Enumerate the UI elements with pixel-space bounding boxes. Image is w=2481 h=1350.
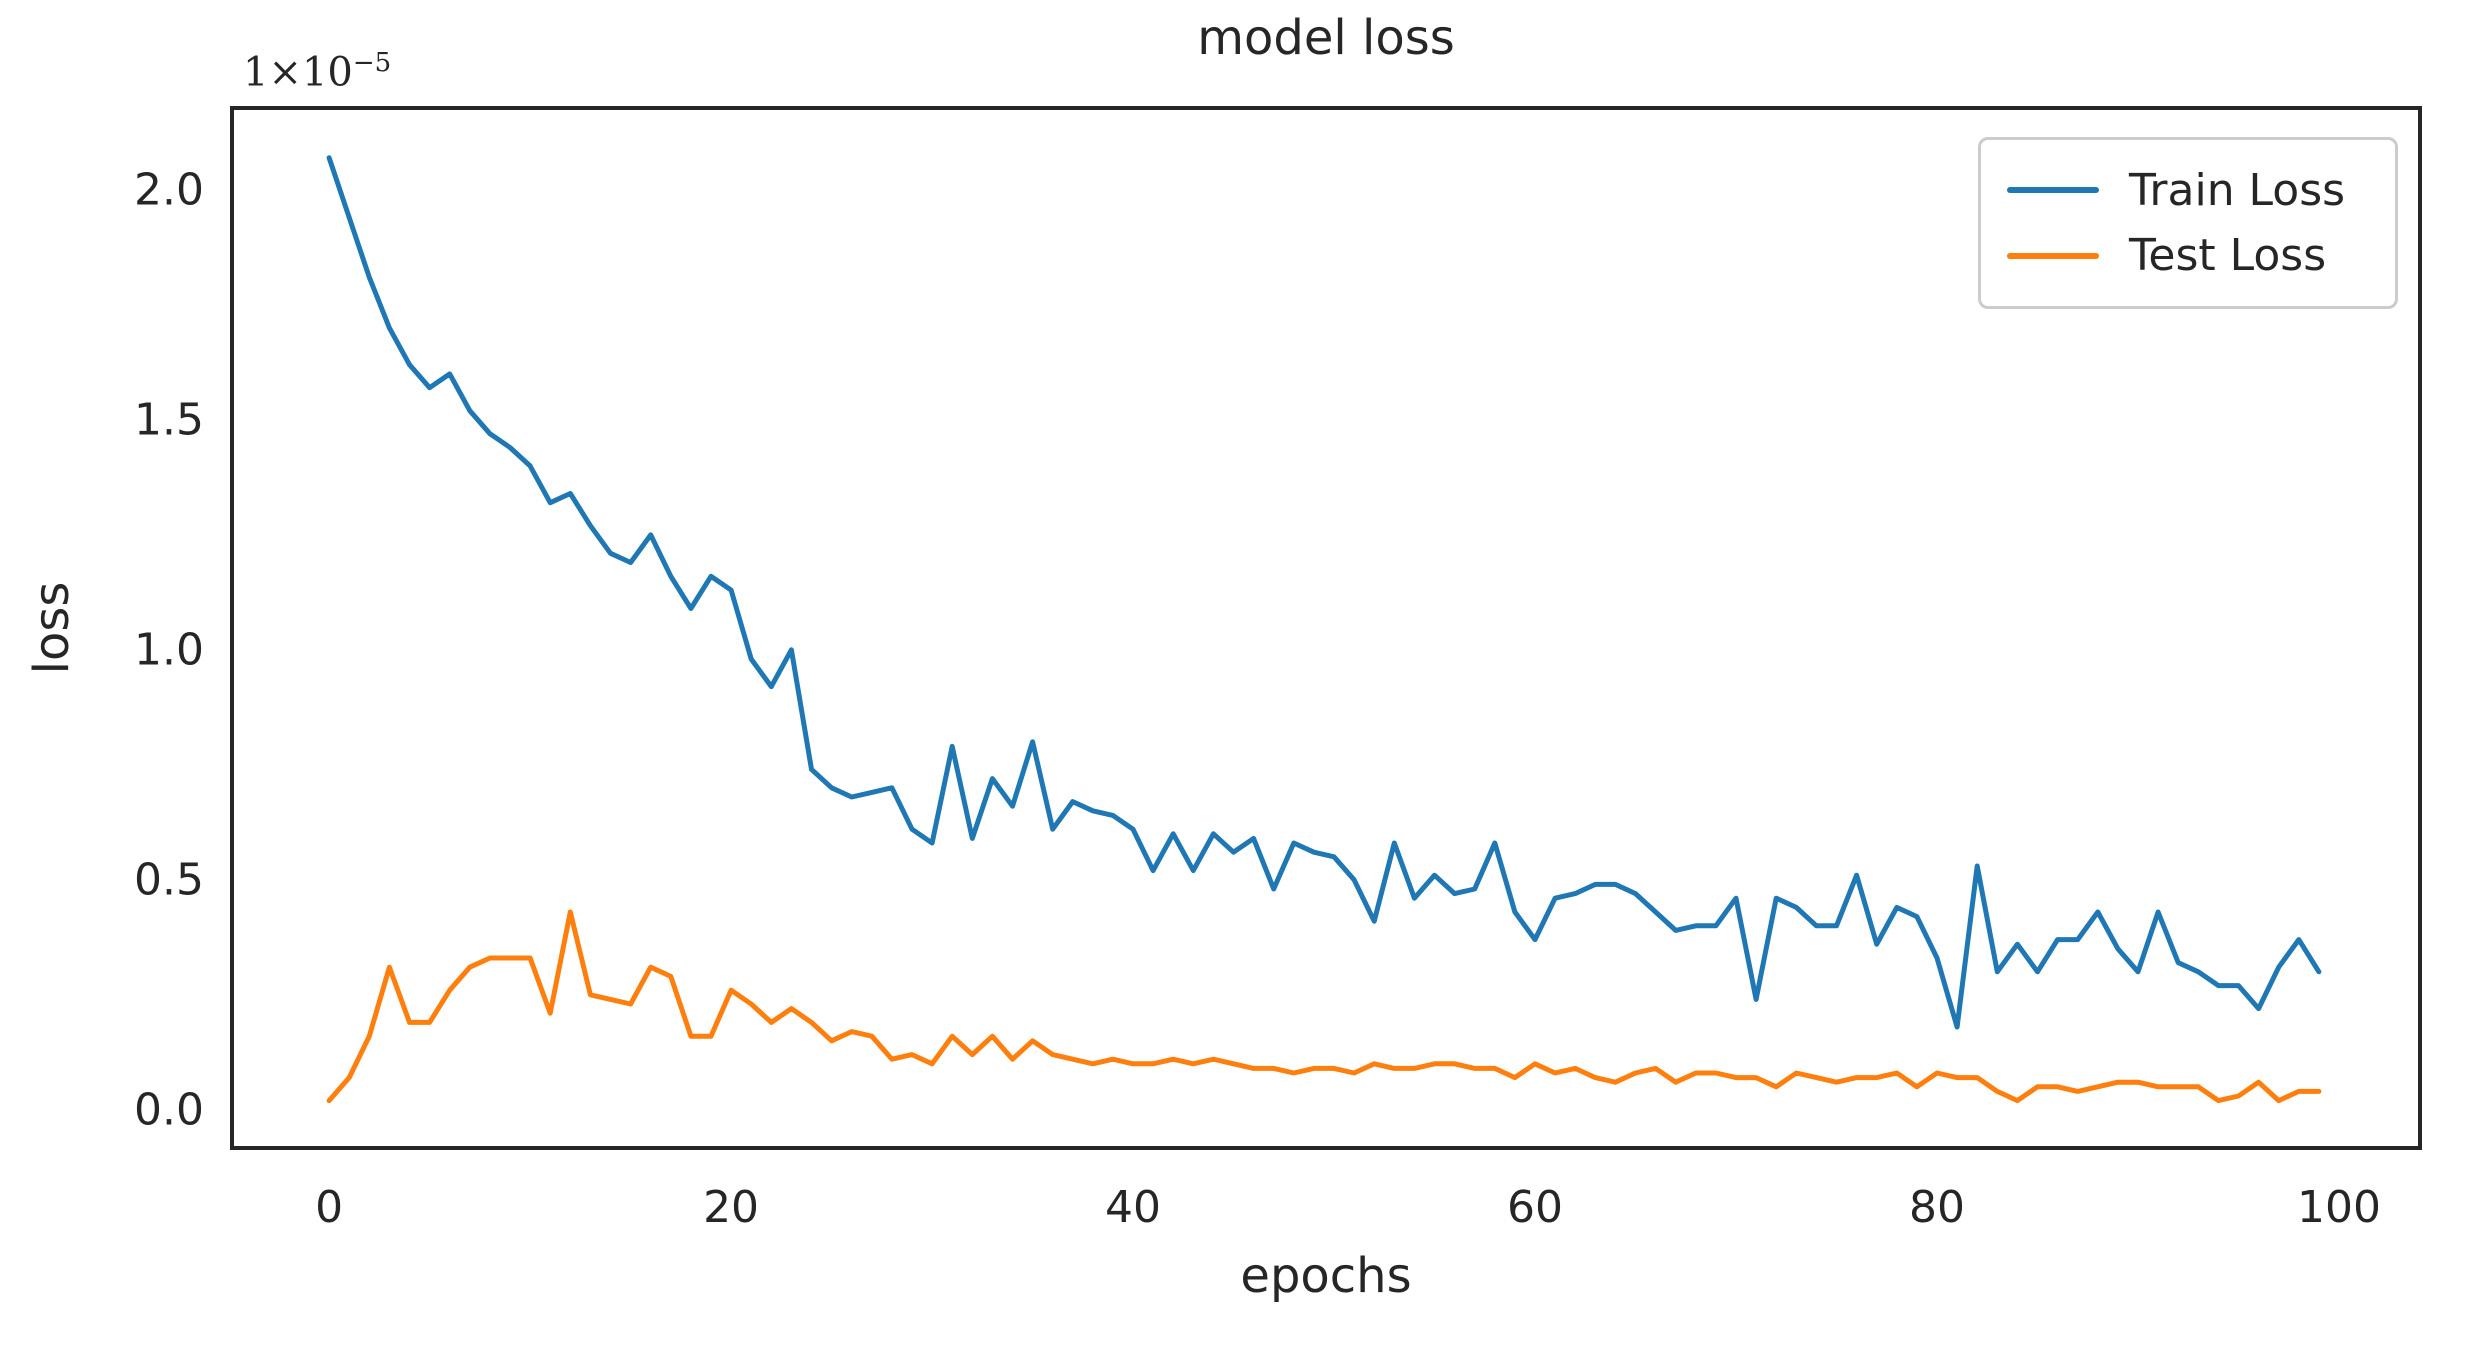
legend-label-train: Train Loss <box>2129 164 2346 216</box>
x-tick-label: 20 <box>703 1182 760 1233</box>
x-tick-label: 40 <box>1105 1182 1162 1233</box>
y-tick-label: 0.5 <box>134 854 204 906</box>
y-tick-label: 1.5 <box>134 394 204 446</box>
train-loss-line <box>326 155 2322 1030</box>
legend-entry-train: Train Loss <box>1981 165 2395 216</box>
test-line-swatch <box>2007 252 2099 259</box>
legend-label-test: Test Loss <box>2129 230 2327 282</box>
x-tick-label: 100 <box>2297 1182 2381 1233</box>
x-tick-label: 80 <box>1909 1182 1966 1233</box>
x-axis-label: epochs <box>1240 1248 1412 1304</box>
y-tick-label: 1.0 <box>134 624 204 676</box>
legend: Train Loss Test Loss <box>1978 137 2398 309</box>
y-axis-offset-text: 1×10−5 <box>243 48 392 96</box>
y-axis-label: loss <box>24 581 80 675</box>
x-tick-label: 0 <box>315 1182 344 1233</box>
y-tick-label: 2.0 <box>134 164 204 216</box>
train-line-swatch <box>2007 187 2099 194</box>
legend-entry-test: Test Loss <box>1981 230 2395 281</box>
y-tick-label: 0.0 <box>134 1084 204 1136</box>
chart-title: model loss <box>1197 10 1455 66</box>
x-tick-label: 60 <box>1507 1182 1564 1233</box>
axes-spines <box>230 106 2422 1150</box>
test-loss-line <box>326 909 2322 1104</box>
